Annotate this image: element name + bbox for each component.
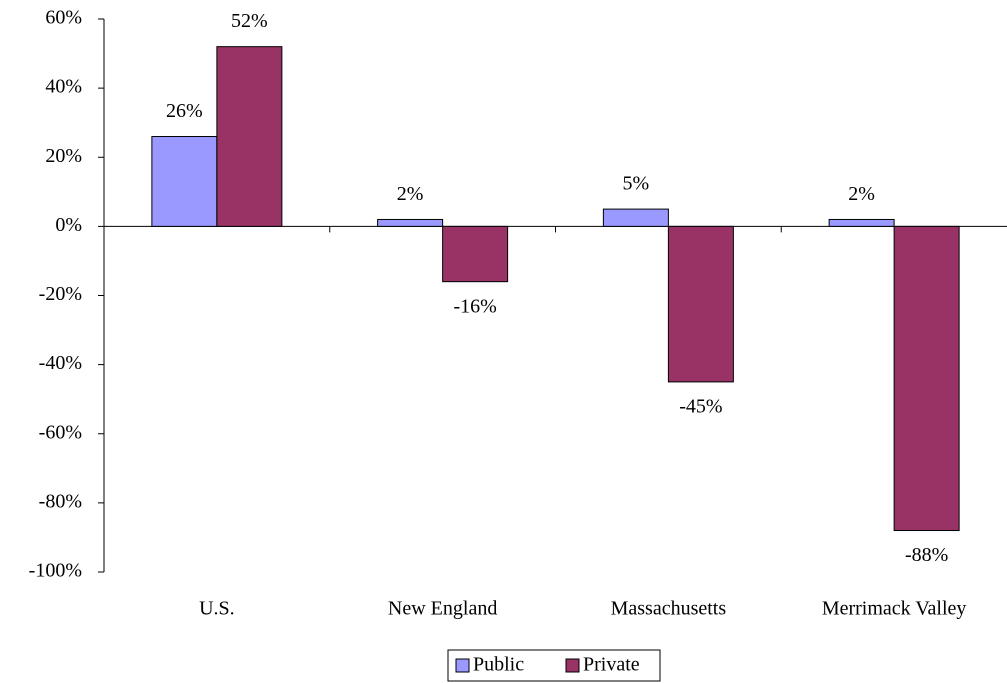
- data-label: -16%: [453, 295, 496, 317]
- y-tick-label: 20%: [45, 145, 82, 167]
- bar: [828, 218, 895, 227]
- bar: [667, 225, 734, 383]
- y-tick-label: 40%: [45, 76, 82, 98]
- y-tick-label: 60%: [45, 7, 82, 29]
- legend-label: Public: [473, 654, 524, 676]
- data-label: -88%: [905, 544, 948, 566]
- data-label: -45%: [679, 396, 722, 418]
- bar: [893, 225, 960, 532]
- bar: [602, 208, 669, 227]
- data-label: 2%: [397, 183, 424, 205]
- x-tick-label: New England: [388, 598, 497, 620]
- y-tick-label: -80%: [39, 490, 82, 512]
- bar: [151, 136, 218, 227]
- bar: [377, 218, 444, 227]
- y-tick-label: -100%: [29, 560, 82, 582]
- data-label: 2%: [848, 183, 875, 205]
- x-tick-label: Massachusetts: [611, 598, 727, 620]
- x-tick-label: Merrimack Valley: [822, 598, 967, 620]
- data-label: 5%: [623, 173, 650, 195]
- legend-box: [447, 649, 661, 682]
- data-label: 26%: [166, 100, 203, 122]
- y-tick-label: -20%: [39, 283, 82, 305]
- data-label: 52%: [231, 10, 268, 32]
- bar: [442, 225, 509, 283]
- bar: [216, 46, 283, 227]
- y-tick-label: -40%: [39, 352, 82, 374]
- legend-swatch: [565, 658, 580, 673]
- x-tick-label: U.S.: [199, 598, 235, 620]
- legend-label: Private: [583, 654, 640, 676]
- y-tick-label: -60%: [39, 421, 82, 443]
- legend-swatch: [455, 658, 470, 673]
- y-tick-label: 0%: [55, 214, 82, 236]
